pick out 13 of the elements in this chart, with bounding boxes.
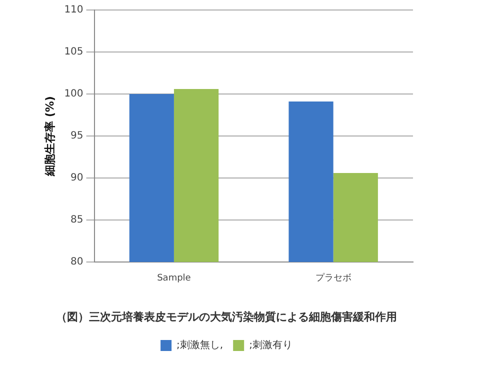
y-tick-label: 85 <box>70 214 84 226</box>
legend-label: ;刺激無し, <box>176 339 224 352</box>
y-tick-label: 95 <box>70 130 84 142</box>
y-axis-title: 細胞生存率 (%) <box>43 96 56 177</box>
y-tick-label: 100 <box>64 88 84 100</box>
y-tick-label: 80 <box>70 256 84 268</box>
legend-label: ;刺激有り <box>249 339 292 352</box>
x-tick-label: プラセボ <box>315 272 352 284</box>
y-tick-label: 105 <box>64 46 84 58</box>
x-tick-label: Sample <box>157 274 192 284</box>
text: （図）三次元培養表皮モデルの大気汚染物質による細胞傷害緩和作用 <box>56 310 397 324</box>
y-tick-label: 110 <box>64 4 84 16</box>
y-tick-label: 90 <box>70 172 84 184</box>
